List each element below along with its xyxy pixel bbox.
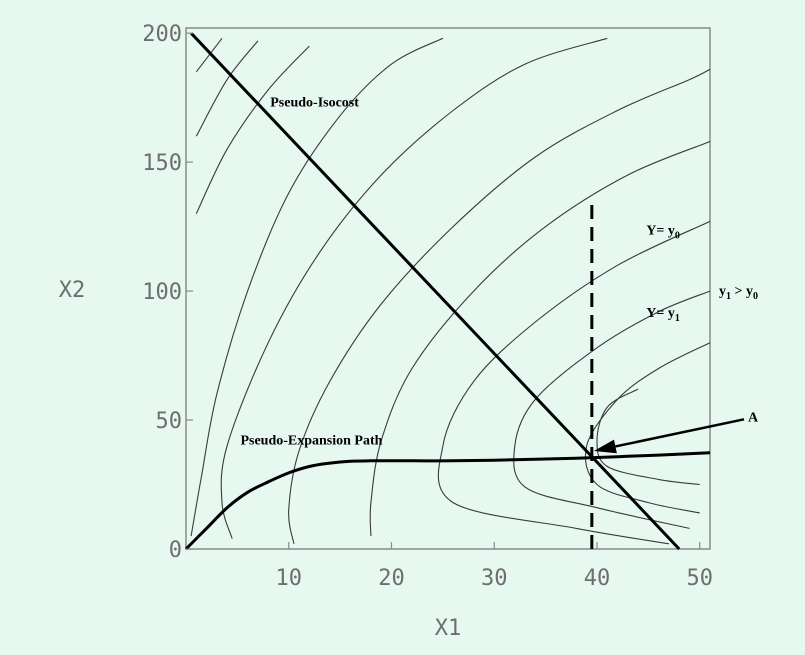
- contour-line: [437, 220, 711, 545]
- annotation-arrowhead: [593, 439, 617, 454]
- contour-lines: [190, 37, 711, 545]
- annotation-label: Y= y1: [646, 306, 680, 324]
- annotation-label: A: [748, 410, 759, 425]
- contour-line: [195, 37, 223, 73]
- contour-line: [369, 140, 711, 537]
- axis-ticks: 10 20 30 40 50 0 50 100 150 200: [142, 22, 713, 591]
- contour-line: [513, 290, 711, 529]
- annotation-arrow-shaft: [615, 418, 745, 448]
- pseudo-expansion-path-line: [184, 451, 711, 551]
- series-lines: [184, 32, 711, 551]
- x-axis-title: X1: [435, 616, 462, 641]
- pseudo-isocost-line: [190, 32, 681, 551]
- y-axis-title: X2: [59, 278, 86, 303]
- y-tick-label: 200: [142, 22, 182, 47]
- x-tick-label: 20: [378, 566, 405, 591]
- y-tick-label: 50: [156, 409, 183, 434]
- x-tick-label: 30: [481, 566, 508, 591]
- x-tick-label: 50: [686, 566, 713, 591]
- x-tick-label: 10: [275, 566, 302, 591]
- y-tick-label: 100: [142, 280, 182, 305]
- annotations: Pseudo-Isocost Pseudo-Expansion Path Y= y0…: [240, 96, 759, 454]
- x-tick-label: 40: [584, 566, 611, 591]
- plot-area: [185, 27, 711, 550]
- contour-line: [584, 342, 711, 514]
- annotation-label: Pseudo-Isocost: [270, 96, 359, 111]
- annotation-label: Y= y0: [646, 223, 680, 241]
- contour-line: [195, 40, 259, 137]
- side-label-y1-gt-y0: y1 > y0: [719, 284, 758, 302]
- contour-line: [190, 37, 444, 537]
- y-tick-label: 0: [169, 538, 182, 563]
- contour-line: [596, 388, 700, 486]
- y-tick-label: 150: [142, 151, 182, 176]
- contour-line: [195, 45, 310, 214]
- contour-line: [288, 68, 711, 544]
- annotation-label: Pseudo-Expansion Path: [240, 434, 382, 449]
- contour-line: [220, 37, 608, 539]
